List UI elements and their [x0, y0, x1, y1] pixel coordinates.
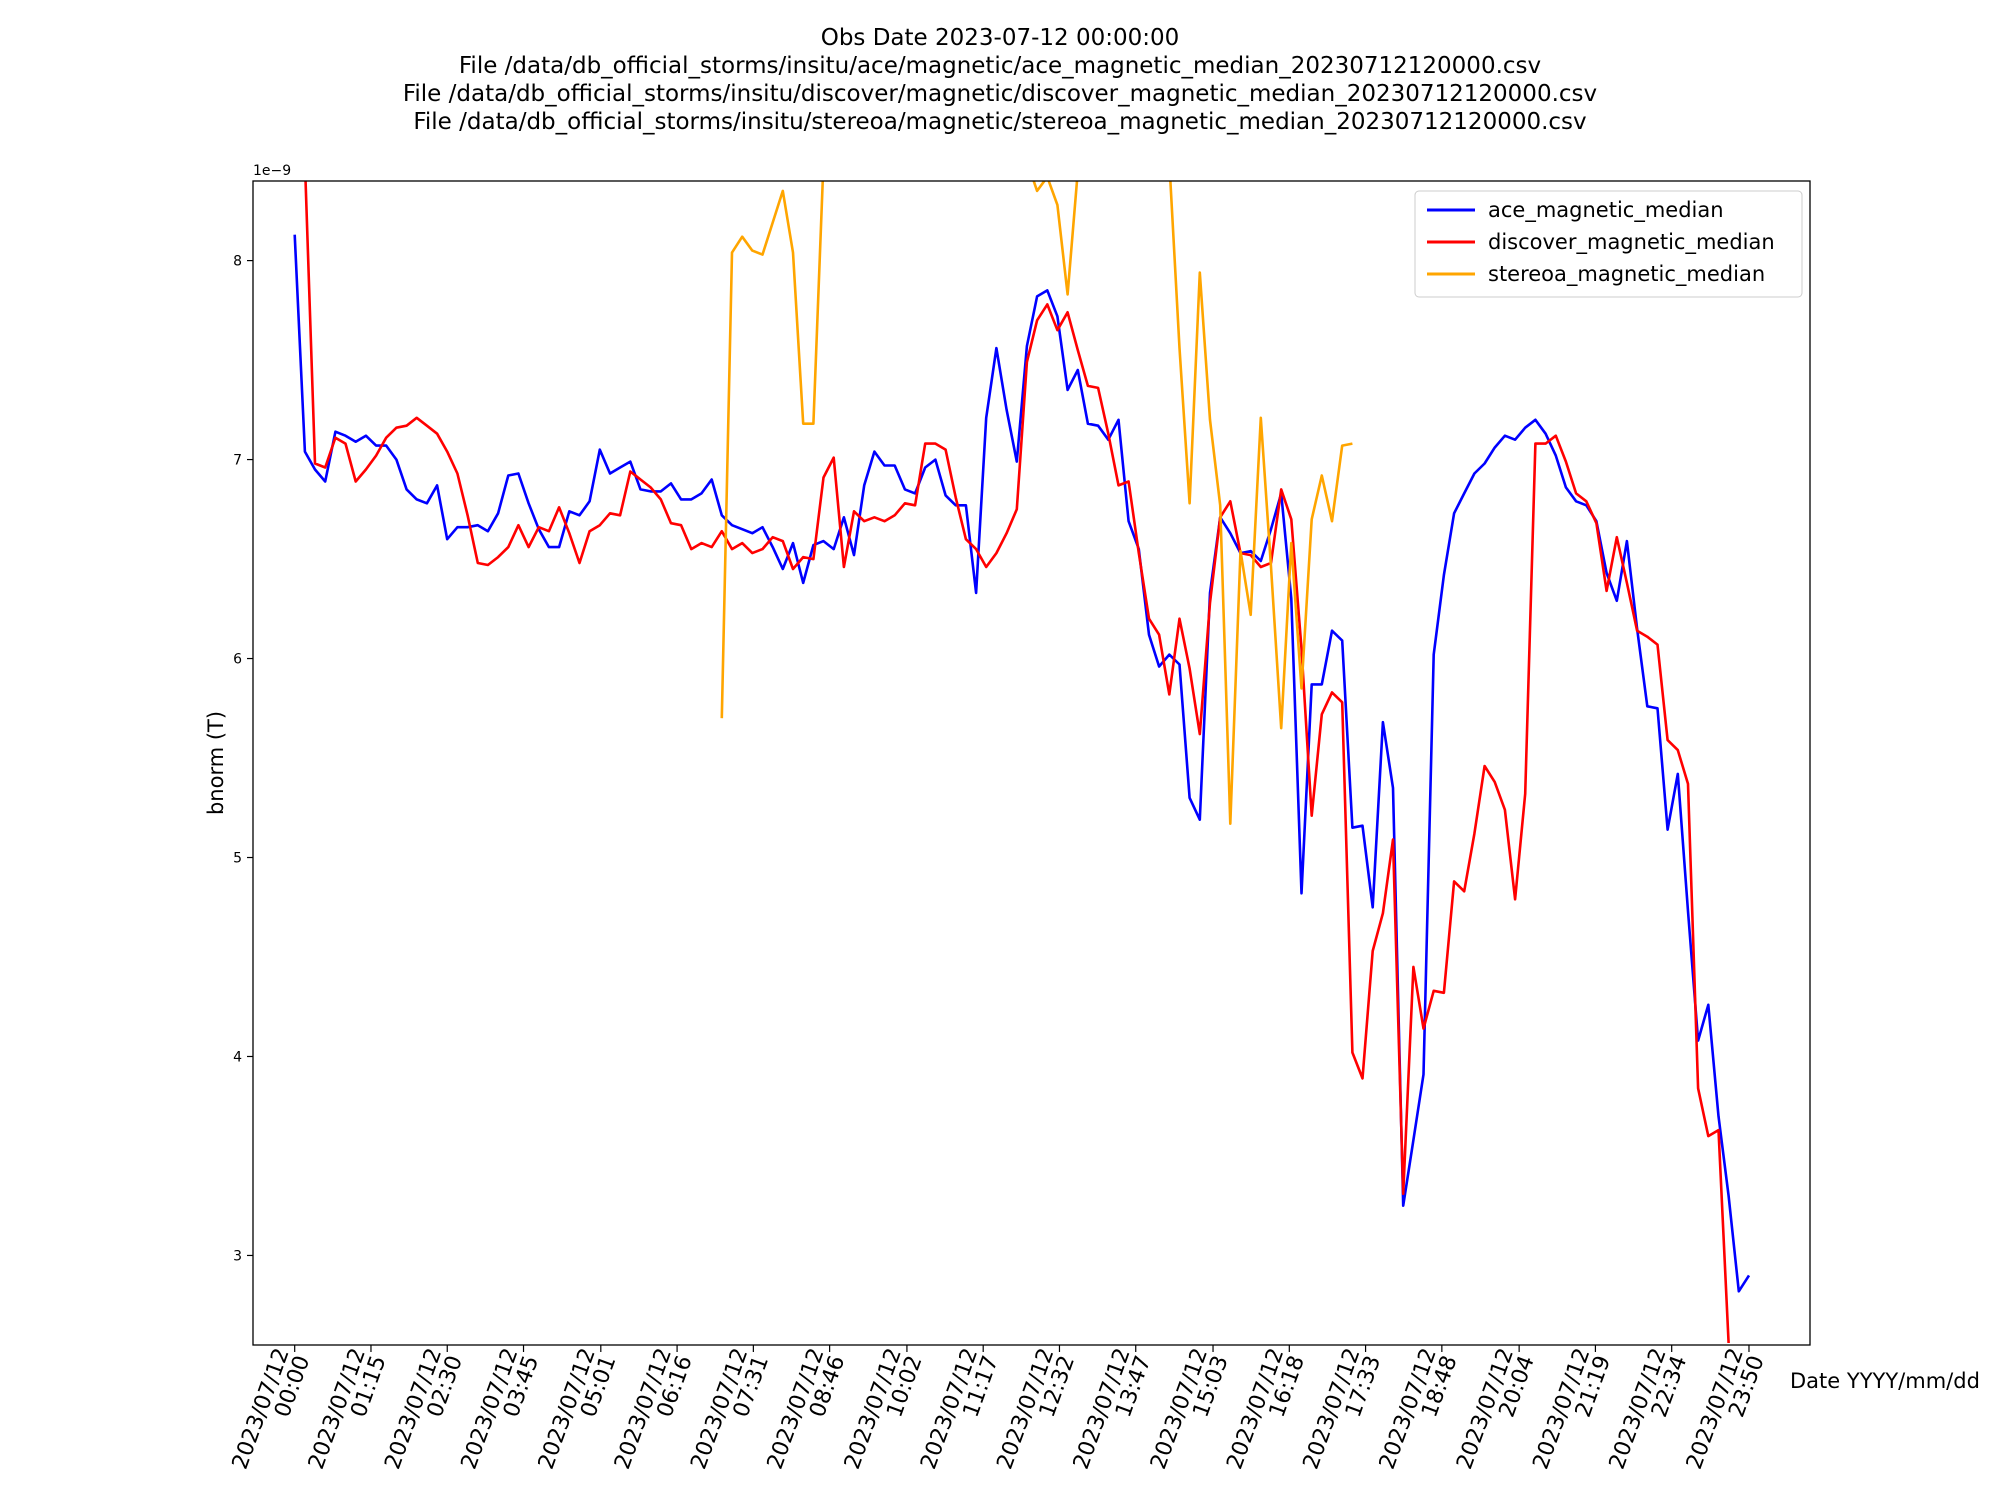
y-axis-label: bnorm (T) — [204, 711, 228, 815]
x-tick-label: 2023/07/1200:00 — [228, 1345, 316, 1473]
y-tick-label: 8 — [233, 254, 242, 270]
y-tick-label: 4 — [233, 1049, 242, 1065]
series-line-discover-magnetic-median — [304, 181, 1730, 1344]
plot-frame — [252, 180, 1811, 1346]
title-line-obs-date: Obs Date 2023-07-12 00:00:00 — [820, 25, 1180, 51]
x-tick-label: 2023/07/1212:32 — [993, 1345, 1081, 1473]
y-tick-label: 5 — [233, 851, 242, 867]
series-layer — [293, 181, 1751, 1344]
x-axis: 2023/07/1200:002023/07/1201:152023/07/12… — [228, 1345, 1770, 1473]
series-line-ace-magnetic-median — [293, 234, 1751, 1293]
y-tick-label: 7 — [233, 453, 242, 469]
y-tick-label: 6 — [233, 652, 242, 668]
legend-label-stereoa-magnetic-median: stereoa_magnetic_median — [1488, 262, 1765, 287]
legend-label-discover-magnetic-median: discover_magnetic_median — [1488, 230, 1775, 255]
chart-title: Obs Date 2023-07-12 00:00:00 File /data/… — [0, 24, 2000, 136]
series-line-stereoa-magnetic-median — [720, 181, 1353, 826]
title-line-ace-file: File /data/db_official_storms/insitu/ace… — [458, 53, 1542, 79]
title-line-discover-file: File /data/db_official_storms/insitu/dis… — [402, 81, 1598, 107]
legend-label-ace-magnetic-median: ace_magnetic_median — [1488, 198, 1724, 223]
y-tick-label: 3 — [233, 1248, 242, 1264]
x-axis-label: Date YYYY/mm/dd — [1790, 1369, 1980, 1393]
legend: ace_magnetic_median discover_magnetic_med… — [1414, 190, 1803, 298]
y-axis: 3 4 5 6 7 8 — [233, 254, 253, 1264]
y-scale-label: 1e−9 — [253, 163, 291, 179]
title-line-stereoa-file: File /data/db_official_storms/insitu/ste… — [413, 109, 1587, 135]
legend-box — [1414, 190, 1803, 298]
